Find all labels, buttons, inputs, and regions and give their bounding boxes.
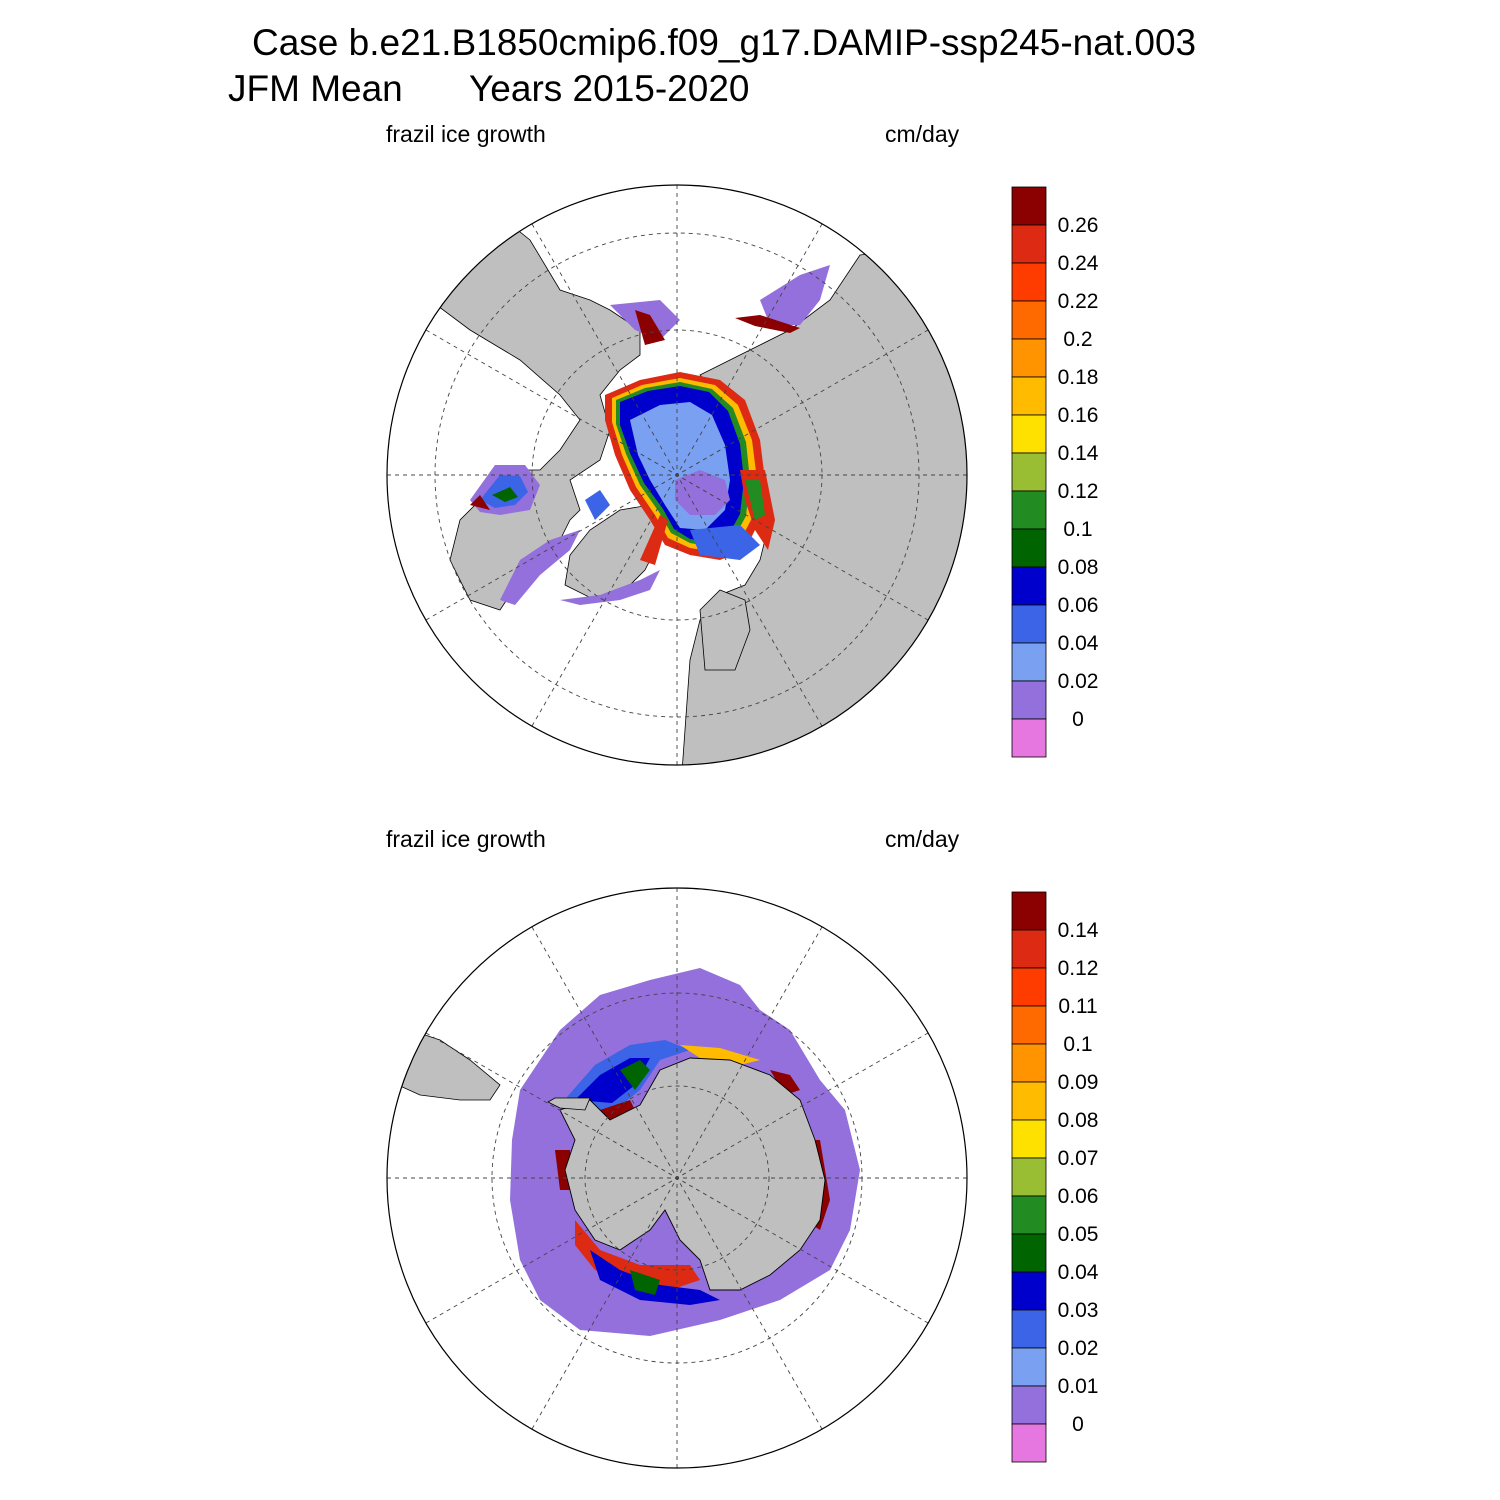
north-colorbar-label: 0.2 [1063,328,1092,351]
north-colorbar-swatch [1011,376,1047,416]
south-colorbar-label: 0.09 [1058,1071,1099,1094]
figure-title-season: JFM Mean [228,68,403,109]
figure-title-years: Years 2015-2020 [469,68,750,109]
south-map-border [386,887,968,1469]
south-colorbar-label: 0.07 [1058,1147,1099,1170]
south-colorbar-label: 0.12 [1058,957,1099,980]
south-colorbar-label: 0.1 [1063,1033,1092,1056]
south-colorbar-label: 0.05 [1058,1223,1099,1246]
south-colorbar-label: 0.08 [1058,1109,1099,1132]
north-colorbar-swatch [1011,718,1047,758]
antarctic-peninsula [547,1097,591,1111]
north-polar-map [386,184,968,766]
north-map-border [386,184,968,766]
north-units-label: cm/day [885,121,960,147]
north-colorbar-swatch [1011,604,1047,644]
south-colorbar-swatch [1011,1081,1047,1121]
south-variable-label: frazil ice growth [386,826,546,852]
south-colorbar-label: 0.04 [1058,1261,1099,1284]
north-colorbar-label: 0.1 [1063,518,1092,541]
north-colorbar-label: 0.06 [1058,594,1099,617]
north-colorbar-swatch [1011,566,1047,606]
south-colorbar-swatch [1011,891,1047,931]
north-colorbar-swatch [1011,300,1047,340]
north-colorbar-label: 0.18 [1058,366,1099,389]
antarctica-land [559,1057,826,1291]
south-colorbar-swatch [1011,1233,1047,1273]
north-colorbar-label: 0.08 [1058,556,1099,579]
north-variable-label: frazil ice growth [386,121,546,147]
south-colorbar-swatch [1011,1157,1047,1197]
north-colorbar-swatch [1011,186,1047,226]
south-units-label: cm/day [885,826,960,852]
north-colorbar-swatch [1011,680,1047,720]
south-colorbar-swatch [1011,967,1047,1007]
south-colorbar-swatch [1011,1195,1047,1235]
figure-title-case: Case b.e21.B1850cmip6.f09_g17.DAMIP-ssp2… [252,22,1197,63]
north-colorbar-swatch [1011,642,1047,682]
south-polar-map [386,887,968,1469]
south-colorbar-swatch [1011,1385,1047,1425]
south-colorbar-label: 0.14 [1058,919,1099,942]
north-colorbar-label: 0.26 [1058,214,1099,237]
south-colorbar-swatch [1011,1347,1047,1387]
south-graticule [387,888,967,1468]
north-colorbar-label: 0 [1072,708,1084,731]
south-colorbar-label: 0.06 [1058,1185,1099,1208]
north-colorbar-swatch [1011,452,1047,492]
north-colorbar-label: 0.16 [1058,404,1099,427]
south-colorbar-swatch [1011,1423,1047,1463]
north-colorbar-label: 0.22 [1058,290,1099,313]
north-colorbar-label: 0.14 [1058,442,1099,465]
south-colorbar-swatch [1011,1309,1047,1349]
south-colorbar-swatch [1011,929,1047,969]
north-colorbar: 0.26 0.24 0.22 0.2 0.18 0.16 0.14 0.12 0.1 0.08 0.… [1011,186,1099,758]
south-colorbar-swatch [1011,1271,1047,1311]
south-colorbar-swatch [1011,1043,1047,1083]
north-colorbar-label: 0.04 [1058,632,1099,655]
north-colorbar-label: 0.12 [1058,480,1099,503]
south-colorbar-label: 0.03 [1058,1299,1099,1322]
south-colorbar-label: 0.02 [1058,1337,1099,1360]
north-colorbar-label: 0.24 [1058,252,1099,275]
south-colorbar-swatch [1011,1119,1047,1159]
north-colorbar-label: 0.02 [1058,670,1099,693]
south-colorbar-label: 0.11 [1058,995,1097,1018]
north-colorbar-swatch [1011,414,1047,454]
north-colorbar-swatch [1011,224,1047,264]
north-colorbar-swatch [1011,262,1047,302]
north-colorbar-swatch [1011,528,1047,568]
north-colorbar-swatch [1011,338,1047,378]
south-colorbar-swatch [1011,1005,1047,1045]
north-colorbar-swatch [1011,490,1047,530]
south-colorbar: 0.14 0.12 0.11 0.1 0.09 0.08 0.07 0.06 0.05 0.04 0… [1011,891,1099,1463]
south-colorbar-label: 0.01 [1058,1375,1099,1398]
north-frazil-field [470,265,830,605]
north-graticule [387,185,967,765]
south-colorbar-label: 0 [1072,1413,1084,1436]
